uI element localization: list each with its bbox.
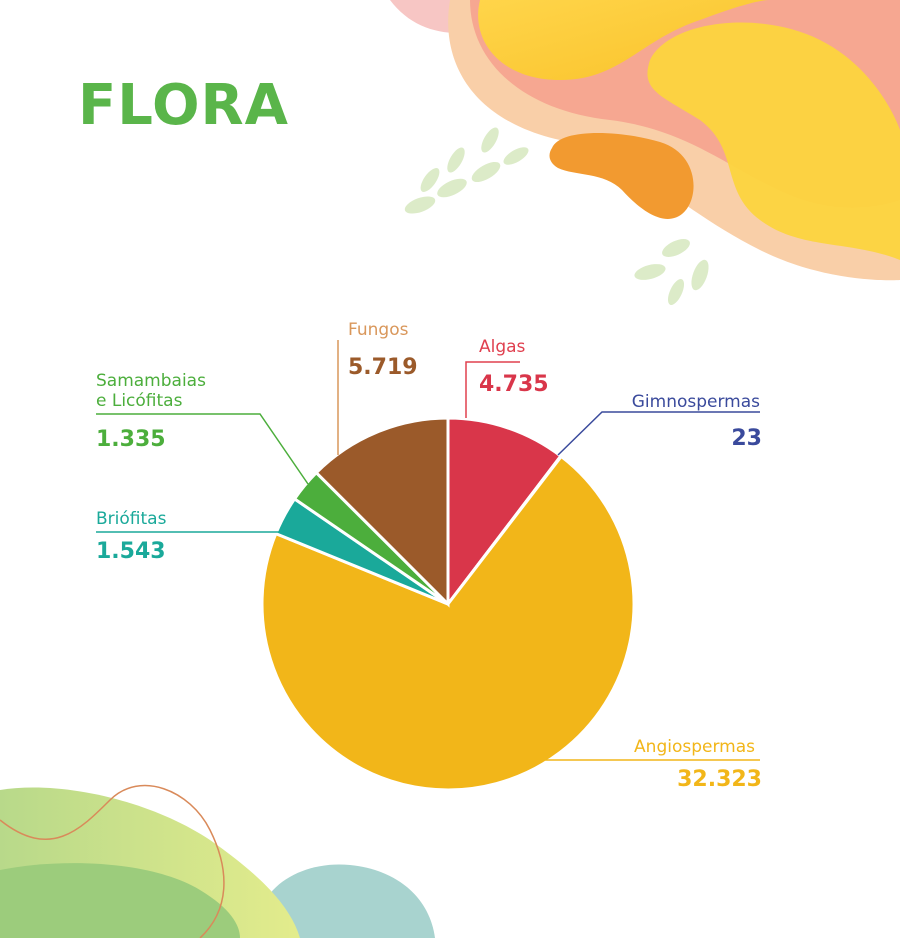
pie-slice-angiospermas [260,454,636,792]
slice-label-algas: Algas 4.735 [479,337,549,397]
slice-label-samambaias: Samambaias e Licófitas 1.335 [96,371,206,452]
page-title: FLORA [78,73,289,138]
fungos-value: 5.719 [348,355,418,380]
gimnospermas-value: 23 [731,426,762,451]
blob-teal [258,864,435,938]
algas-value: 4.735 [479,372,549,397]
blob-green [0,863,240,938]
decor-bottom-left [0,784,435,938]
samambaias-name-line2: e Licófitas [96,391,183,411]
gimnospermas-name: Gimnospermas [632,392,760,412]
briofitas-name: Briófitas [96,509,167,529]
leaf-sprig-1 [404,127,529,214]
blob-yellow-2 [647,22,900,260]
decor-top-right [390,0,900,281]
samambaias-value: 1.335 [96,427,166,452]
algas-name: Algas [479,337,526,357]
blob-orange [549,132,694,219]
leader-lines [96,340,760,761]
angiospermas-name: Angiospermas [634,737,755,757]
leader-line-algas [465,361,520,418]
pie-slice-fungos [314,416,450,608]
angiospermas-value: 32.323 [677,767,762,792]
samambaias-name-line1: Samambaias [96,371,206,391]
briofitas-value: 1.543 [96,539,166,564]
leader-line-samambaias [96,413,309,485]
decor-line [0,784,225,938]
leader-line-gimnospermas [557,411,760,456]
leaf-sprig-2 [634,239,709,305]
slice-label-fungos: Fungos 5.719 [348,320,418,380]
slice-label-angiospermas: Angiospermas 32.323 [634,737,762,792]
blob-yellow-1 [478,0,770,80]
pie-chart [260,416,636,792]
pie-slice-algas [446,416,563,609]
slice-label-briofitas: Briófitas 1.543 [96,509,167,564]
fungos-name: Fungos [348,320,409,340]
slice-label-gimnospermas: Gimnospermas 23 [632,392,762,451]
